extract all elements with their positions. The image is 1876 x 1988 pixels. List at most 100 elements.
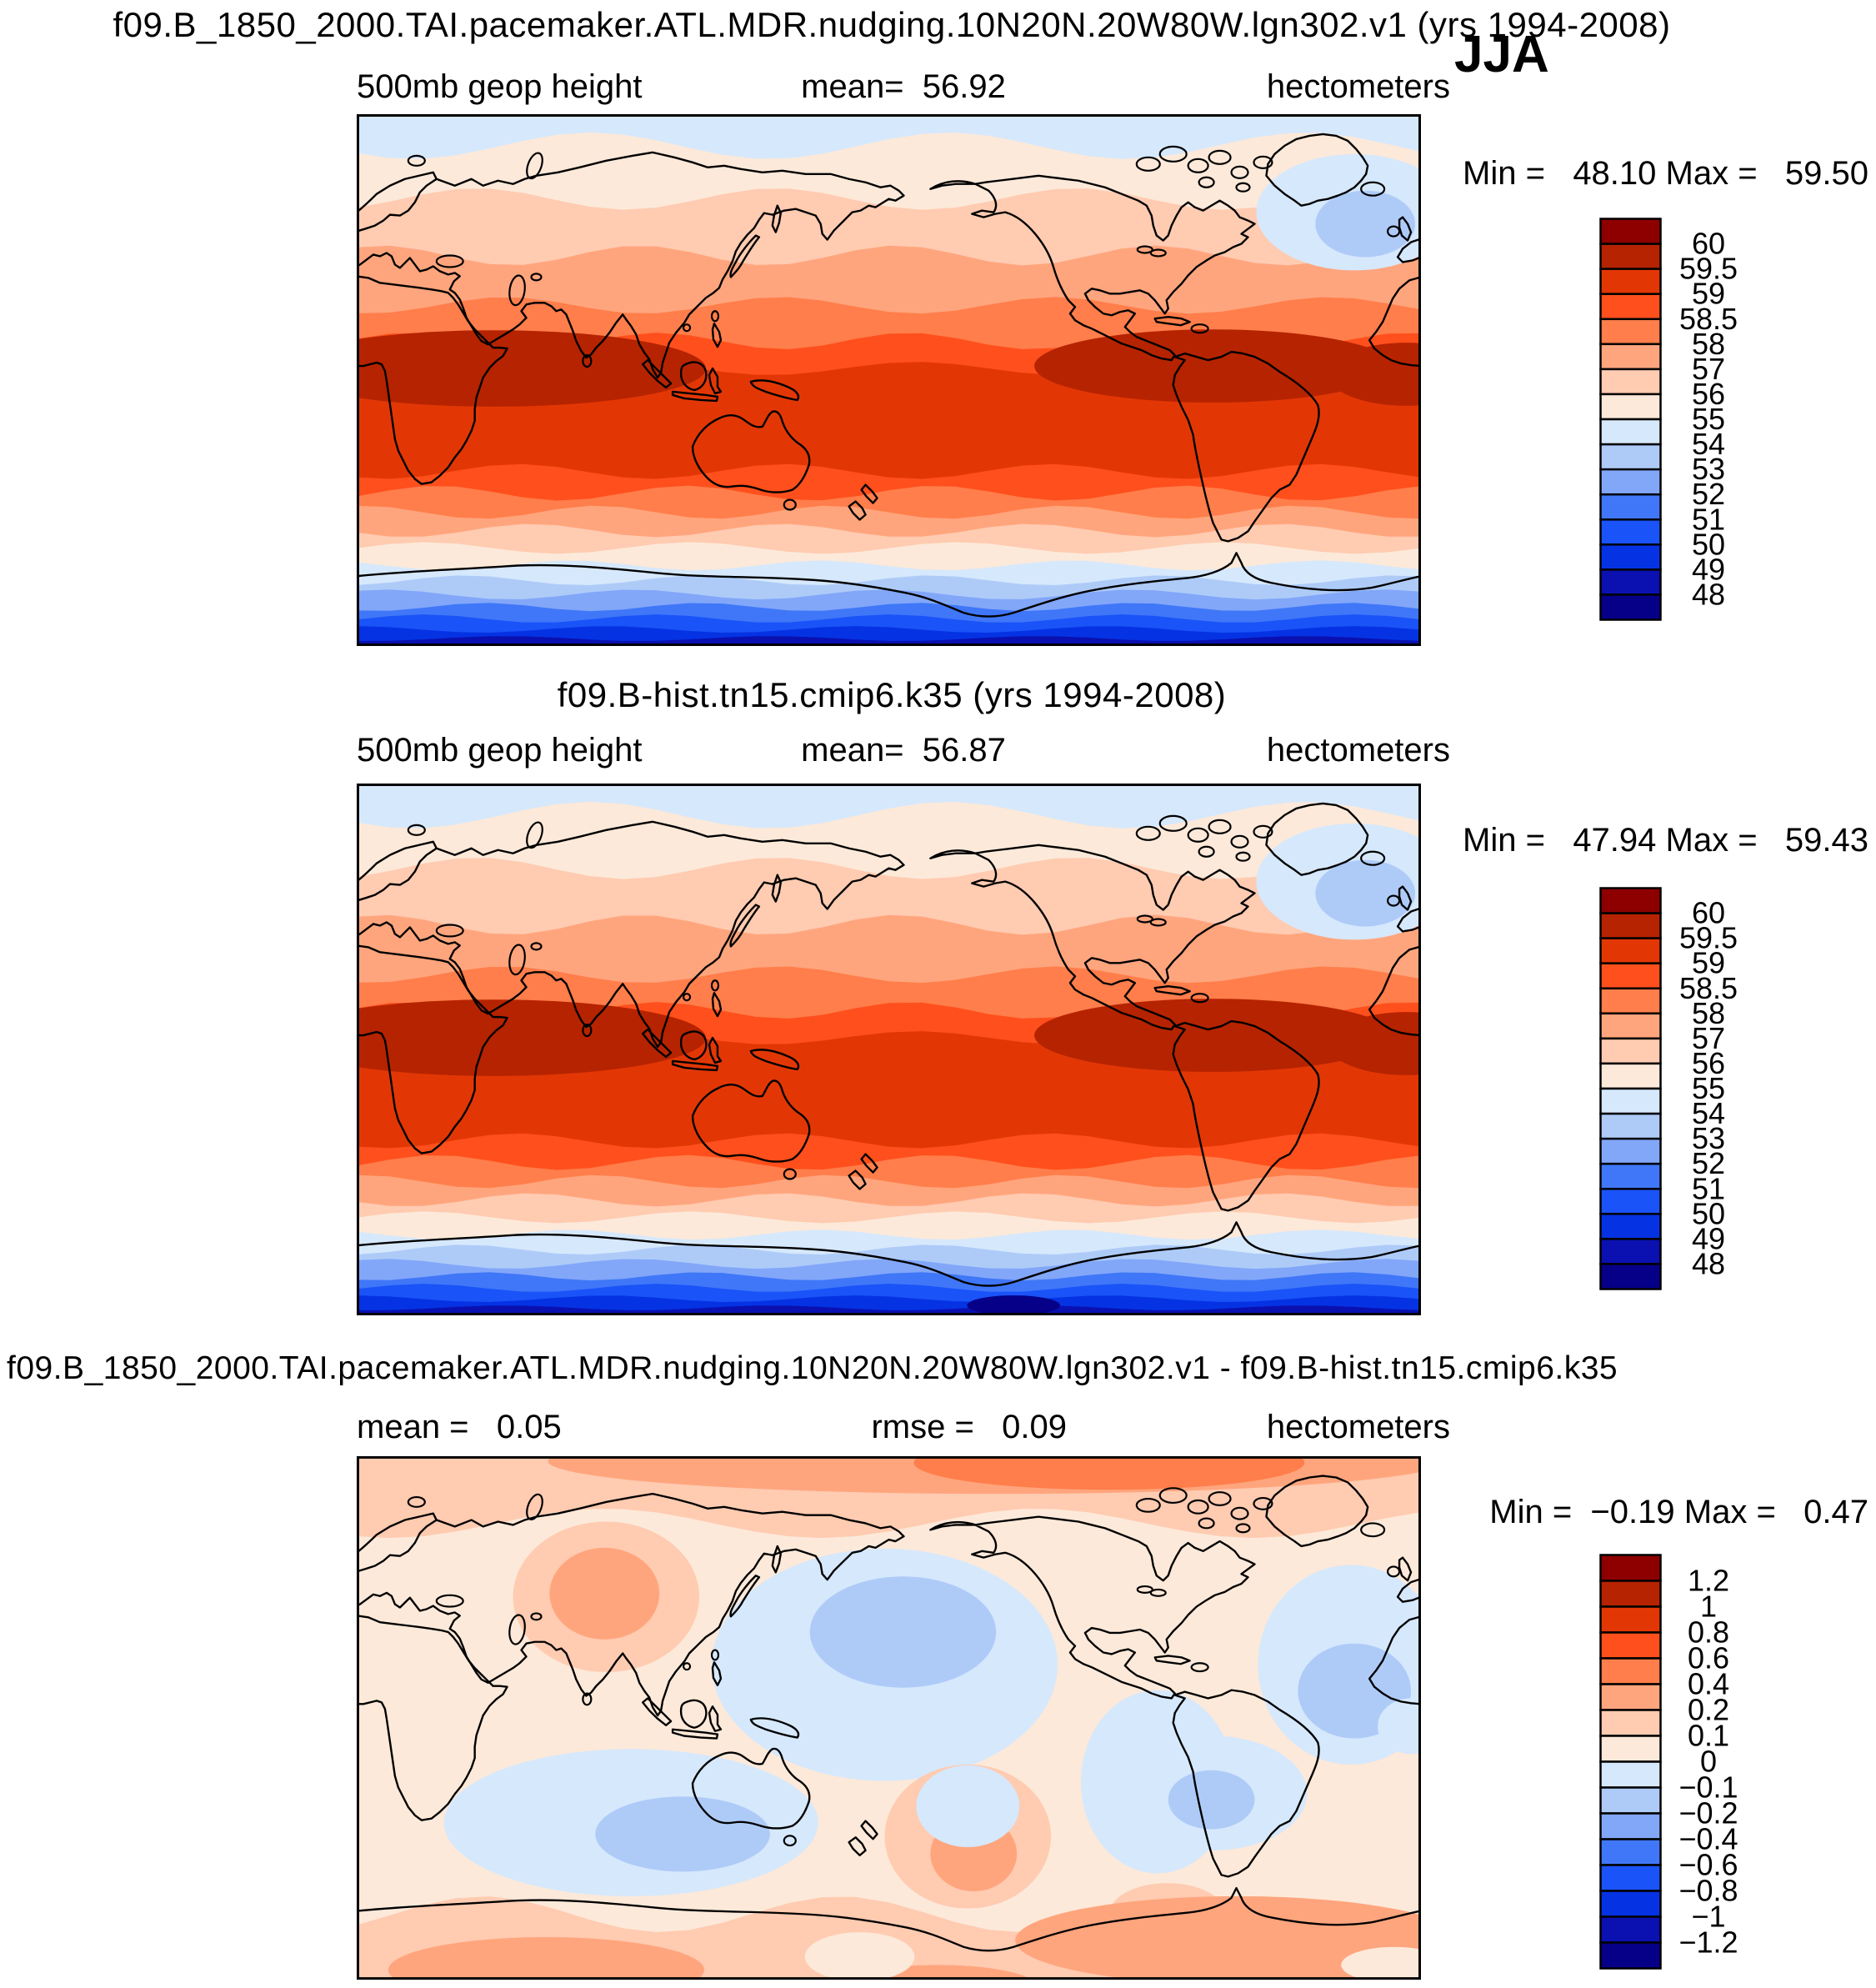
colorbar-cell: [1599, 543, 1662, 571]
colorbar-tick-label: 50: [1692, 527, 1725, 561]
colorbar-cell: [1599, 243, 1662, 270]
colorbar-tick-label: 55: [1692, 1071, 1725, 1105]
colorbar-tick-label: 0.4: [1688, 1667, 1729, 1701]
coastlines: [357, 802, 1421, 1287]
colorbar-tick-label: −0.8: [1678, 1874, 1738, 1908]
colorbar-tick-label: 58: [1692, 327, 1725, 361]
colorbar-cell: [1599, 393, 1662, 421]
colorbar-tick-label: 0.2: [1688, 1693, 1729, 1727]
colorbar-tick-label: 0.1: [1688, 1719, 1729, 1753]
contour-blob: [357, 999, 706, 1076]
panel2-colorbar: 60 59.5 59 58.5 58 57 56 55 54 53 52 51 50 49 48: [1598, 886, 1833, 1291]
colorbar-tick-label: 49: [1692, 552, 1725, 586]
panel3-rmse-stat: rmse = 0.09: [871, 1409, 1067, 1445]
colorbar-cell: [1599, 1838, 1662, 1866]
contour-blob: [1328, 343, 1421, 406]
colorbar-cell: [1599, 1709, 1662, 1737]
colorbar-tick-label: 1.2: [1688, 1564, 1729, 1598]
colorbar-tick-label: 57: [1692, 1021, 1725, 1055]
colorbar-tick-label: 52: [1692, 1146, 1725, 1180]
panel2-title: f09.B-hist.tn15.cmip6.k35 (yrs 1994-2008…: [557, 675, 1227, 714]
contour-blob: [388, 1936, 704, 1980]
colorbar-cell: [1599, 218, 1662, 245]
colorbar-tick-label: 50: [1692, 1196, 1725, 1230]
colorbar-tick-label: 58.5: [1679, 302, 1738, 336]
colorbar-tick-label: 1: [1700, 1590, 1717, 1624]
colorbar-tick-label: 51: [1692, 1171, 1725, 1205]
contour-blob: [549, 1547, 660, 1640]
colorbar-cell: [1599, 1162, 1662, 1190]
panel2-units-label: hectometers: [1266, 732, 1450, 769]
colorbar-tick-label: 56: [1692, 377, 1725, 411]
colorbar-cell: [1599, 268, 1662, 295]
colorbar-cell: [1599, 1263, 1662, 1290]
panel1-units-label: hectometers: [1266, 68, 1450, 105]
contour-blob: [1315, 859, 1416, 927]
panel1-colorbar: 60 59.5 59 58.5 58 57 56 55 54 53 52 51 50 49 48: [1598, 217, 1833, 622]
panel3-colorbar-canvas: 1.210.80.60.40.20.10−0.1−0.2−0.4−0.6−0.8…: [1599, 1554, 1738, 1970]
colorbar-cell: [1599, 1657, 1662, 1685]
colorbar-cell: [1599, 1580, 1662, 1608]
colorbar-tick-label: 55: [1692, 402, 1725, 436]
colorbar-cell: [1599, 343, 1662, 371]
panel3-mean-stat: mean = 0.05: [357, 1409, 562, 1445]
colorbar-tick-label: 0.6: [1688, 1641, 1729, 1675]
contour-blob: [1378, 1698, 1421, 1755]
panel1-header: 500mb geop height mean= 56.92 hectometer…: [357, 68, 1450, 107]
colorbar-tick-label: −0.1: [1678, 1770, 1738, 1805]
panel2-header: 500mb geop height mean= 56.87 hectometer…: [357, 732, 1450, 770]
colorbar-tick-label: 58.5: [1679, 971, 1738, 1005]
colorbar-cell: [1599, 593, 1662, 621]
coastlines: [357, 133, 1421, 618]
colorbar-tick-label: 48: [1692, 577, 1725, 611]
colorbar-tick-label: −1.2: [1678, 1925, 1738, 1960]
panel1-world-map: [357, 114, 1421, 646]
colorbar-cell: [1599, 1760, 1662, 1789]
contour-blob: [1168, 1770, 1255, 1830]
colorbar-cell: [1599, 1137, 1662, 1165]
colorbar-tick-label: 57: [1692, 352, 1725, 386]
colorbar-cell: [1599, 937, 1662, 964]
map-frame: [357, 114, 1421, 646]
colorbar-cell: [1599, 1941, 1662, 1970]
colorbar-tick-label: 60: [1692, 896, 1725, 930]
panel2-world-map: [357, 784, 1421, 1315]
colorbar-cell: [1599, 468, 1662, 496]
contour-blob: [1015, 1895, 1421, 1980]
map-frame: [357, 1456, 1421, 1980]
panel1-title: f09.B_1850_2000.TAI.pacemaker.ATL.MDR.nu…: [113, 5, 1671, 44]
colorbar-cell: [1599, 962, 1662, 990]
colorbar-cell: [1599, 1683, 1662, 1711]
contour-blob: [913, 1456, 1305, 1490]
panel3-title: f09.B_1850_2000.TAI.pacemaker.ATL.MDR.nu…: [7, 1350, 1618, 1386]
colorbar-tick-label: 59.5: [1679, 921, 1738, 955]
map-frame: [357, 784, 1421, 1315]
colorbar-cell: [1599, 1864, 1662, 1892]
colorbar-tick-label: 59.5: [1679, 252, 1738, 286]
colorbar-cell: [1599, 1062, 1662, 1090]
colorbar-cell: [1599, 443, 1662, 471]
season-label: JJA: [1454, 26, 1549, 83]
colorbar-tick-label: −1: [1691, 1900, 1725, 1934]
colorbar-cell: [1599, 368, 1662, 396]
colorbar-tick-label: 59: [1692, 946, 1725, 980]
colorbar-cell: [1599, 912, 1662, 939]
colorbar-cell: [1599, 1213, 1662, 1240]
colorbar-tick-label: −0.2: [1678, 1796, 1738, 1830]
panel3-colorbar: 1.2 1 0.8 0.6 0.4 0.2 0.1 0 −0.1 −0.2 −0.4 −0.6 −0.8…: [1598, 1553, 1833, 1970]
panel1-mean-stat: mean= 56.92: [801, 68, 1006, 105]
contour-blob: [1034, 329, 1393, 403]
colorbar-cell: [1599, 418, 1662, 446]
contour-blob: [595, 1796, 770, 1872]
colorbar-cell: [1599, 1554, 1662, 1582]
colorbar-cell: [1599, 318, 1662, 346]
colorbar-cell: [1599, 293, 1662, 321]
colorbar-tick-label: 54: [1692, 427, 1725, 461]
contour-blob: [357, 330, 706, 407]
colorbar-cell: [1599, 1890, 1662, 1918]
colorbar-tick-label: 52: [1692, 477, 1725, 511]
colorbar-cell: [1599, 1112, 1662, 1140]
colorbar-tick-label: 58: [1692, 996, 1725, 1030]
colorbar-tick-label: 49: [1692, 1221, 1725, 1255]
